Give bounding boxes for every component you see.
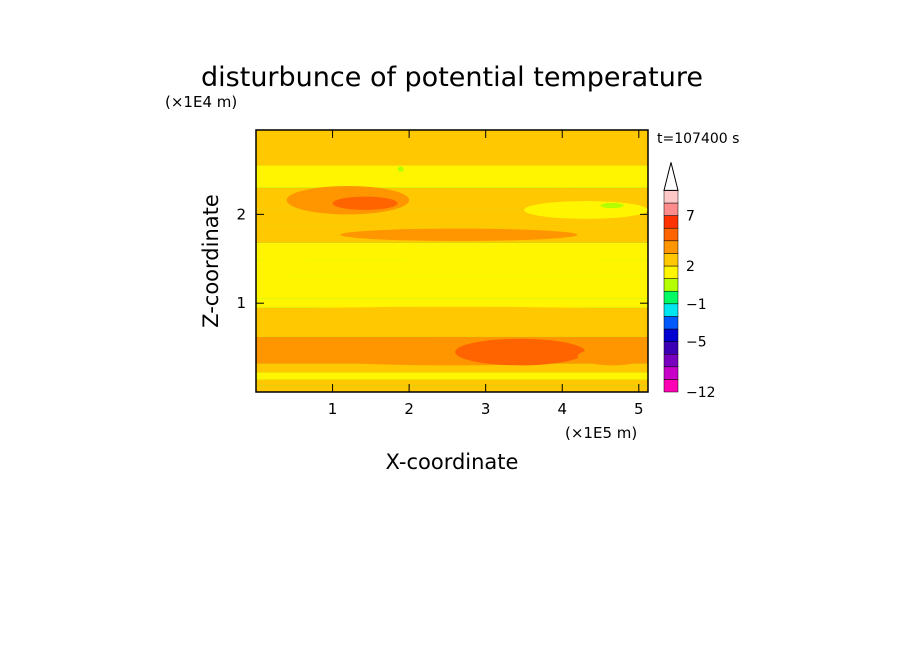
colorbar-level-label: −1 [686,297,707,313]
plot-frame [255,129,649,393]
colorbar-swatch [663,202,679,216]
contour-feature [523,201,648,219]
x-axis-label: X-coordinate [386,450,519,474]
colorbar-swatch [663,278,679,292]
colorbar-swatch [663,353,679,368]
contour-feature [531,174,593,188]
y-unit-label: (×1E4 m) [165,93,237,111]
time-label: t=107400 s [657,131,739,147]
x-tick-label: 4 [557,400,567,418]
contour-band [256,372,648,380]
colorbar-swatch [663,227,679,242]
colorbar-swatch [663,328,679,342]
colorbar: −12−5−127 [663,162,716,401]
colorbar-swatch [663,290,679,305]
contour-band [256,276,648,299]
contour-feature [577,347,648,366]
contour-band [256,165,648,188]
colorbar-level-label: −5 [686,335,707,351]
contour-feature [332,196,398,210]
contour-feature [256,272,283,281]
colorbar-swatch [663,253,679,267]
contour-feature [256,306,648,316]
contour-feature [256,258,318,277]
x-tick-label: 5 [634,400,644,418]
contour-band [256,242,648,261]
colorbar-swatch [663,190,679,204]
y-tick-label: 1 [236,294,246,312]
colorbar-swatch [663,215,679,229]
contour-band [256,363,648,373]
colorbar-swatch [663,240,679,254]
contour-feature [397,166,404,172]
colorbar-swatch [663,341,679,355]
contour-band [256,385,648,392]
x-unit-label: (×1E5 m) [565,424,637,442]
colorbar-swatch [663,379,679,393]
colorbar-level-label: 7 [686,209,695,225]
colorbar-level-label: −12 [686,385,716,401]
colorbar-level-label: 2 [686,259,695,275]
contour-field [256,130,648,392]
contour-band [256,298,648,308]
colorbar-extend-arrow [663,162,679,191]
y-axis-label: Z-coordinate [199,194,223,328]
contour-feature [340,228,578,242]
contour-band [256,379,648,386]
contour-feature [600,202,624,209]
y-tick-label: 2 [236,205,246,223]
axes: 1 2 3 4 5 1 2 [236,129,649,418]
contour-band [256,130,648,166]
x-tick-label: 2 [404,400,414,418]
colorbar-swatch [663,265,679,279]
x-tick-label: 3 [481,400,491,418]
contour-feature [455,338,586,366]
colorbar-swatch [663,366,679,380]
chart-title: disturbunce of potential temperature [201,62,703,93]
x-tick-label: 1 [328,400,338,418]
contour-feature [355,258,648,275]
colorbar-swatch [663,303,679,317]
colorbar-swatch [663,316,679,330]
